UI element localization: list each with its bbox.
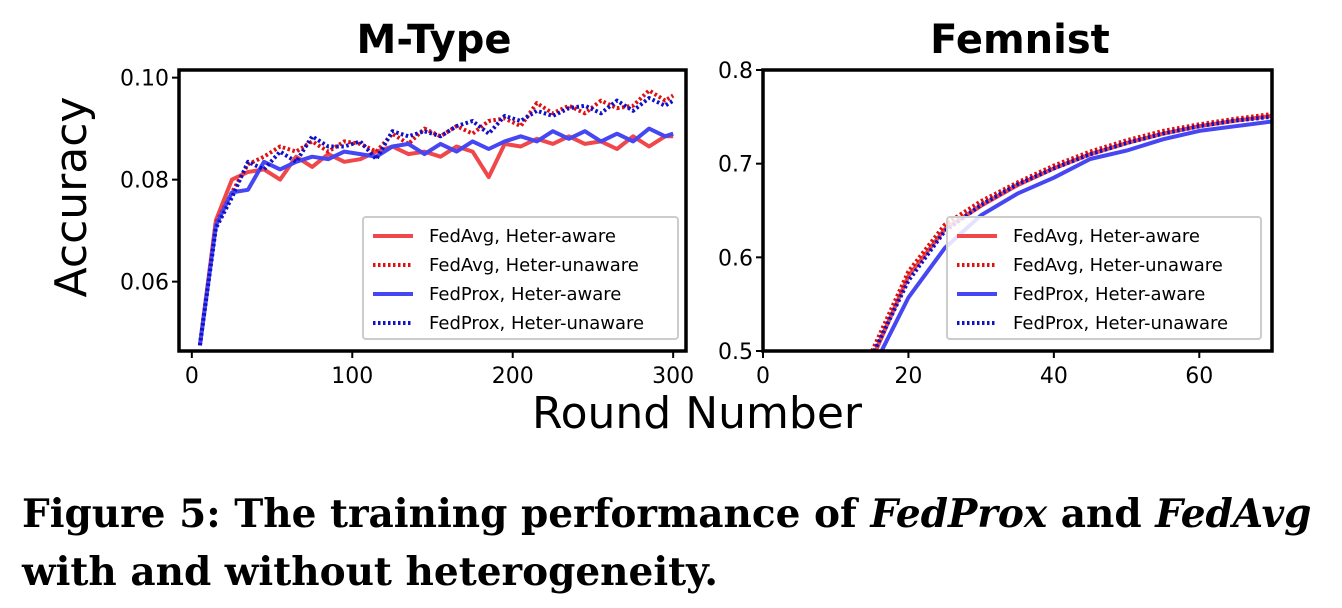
legend-label: FedProx, Heter-unaware — [429, 313, 644, 334]
x-axis-label: Round Number — [532, 388, 863, 439]
y-tick-label: 0.7 — [718, 153, 753, 178]
legend-box — [362, 216, 679, 340]
series-line-2 — [870, 112, 1272, 351]
y-axis-label: Accuracy — [46, 97, 97, 298]
plot-frame — [761, 68, 1274, 353]
caption-emph-fedprox: FedProx — [870, 491, 1048, 537]
series-line-4 — [197, 96, 675, 346]
legend: FedAvg, Heter-aware FedAvg, Heter-unaware… — [362, 216, 679, 340]
y-tick-label: 0.10 — [120, 67, 169, 92]
series-line-2 — [197, 88, 675, 346]
x-tick-label: 300 — [652, 364, 694, 389]
chart-title: M-Type — [357, 17, 512, 63]
y-tick-label: 0.6 — [718, 246, 753, 271]
series-group — [870, 112, 1272, 351]
caption-label: Figure 5: — [22, 491, 221, 537]
caption-text-1: The training performance of — [234, 491, 857, 537]
chart-femnist: Femnist 0 20 40 60 0.5 0.6 0.7 0.8 FedAvg, Heter… — [718, 17, 1274, 389]
legend-label: FedProx, Heter-unaware — [1013, 313, 1228, 334]
x-tick-label: 100 — [331, 364, 373, 389]
figure-caption: Figure 5: The training performance of Fe… — [22, 485, 1322, 601]
y-tick-label: 0.5 — [718, 340, 753, 365]
x-tick-label: 0 — [185, 364, 199, 389]
x-tick-label: 200 — [492, 364, 534, 389]
y-tick-label: 0.8 — [718, 59, 753, 84]
x-tick-label: 20 — [894, 364, 922, 389]
series-line-4 — [872, 114, 1272, 351]
x-tick-label: 0 — [756, 364, 770, 389]
legend-label: FedAvg, Heter-unaware — [1013, 255, 1223, 276]
series-line-3 — [197, 126, 674, 346]
legend: FedAvg, Heter-aware FedAvg, Heter-unaware… — [946, 216, 1262, 340]
x-tick-label: 40 — [1040, 364, 1068, 389]
x-tick-label: 60 — [1185, 364, 1213, 389]
legend-label: FedAvg, Heter-aware — [429, 226, 616, 247]
caption-emph-fedavg: FedAvg — [1155, 491, 1312, 537]
legend-label: FedAvg, Heter-aware — [1013, 226, 1200, 247]
chart-title: Femnist — [930, 17, 1110, 63]
series-group — [197, 88, 675, 346]
legend-label: FedAvg, Heter-unaware — [429, 255, 639, 276]
caption-text-2: and — [1060, 491, 1142, 537]
series-line-3 — [879, 119, 1272, 351]
plot-frame — [177, 68, 688, 353]
y-tick-label: 0.06 — [120, 271, 169, 296]
y-tick-label: 0.08 — [120, 169, 169, 194]
legend-box — [946, 216, 1262, 340]
legend-label: FedProx, Heter-aware — [1013, 284, 1205, 305]
chart-m-type: M-Type 0 100 200 300 0.06 0.08 0.10 FedAvg, Het… — [120, 17, 694, 389]
caption-text-3: with and without heterogeneity. — [22, 549, 718, 595]
legend-label: FedProx, Heter-aware — [429, 284, 621, 305]
